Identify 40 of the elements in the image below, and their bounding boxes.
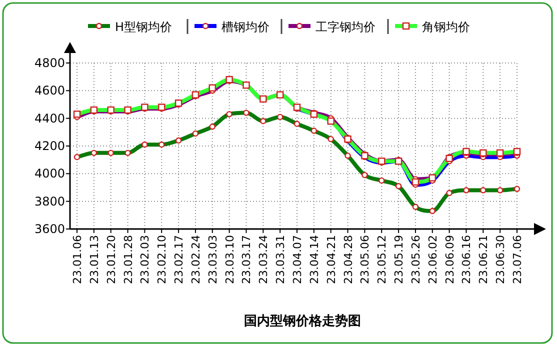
x-tick-label: 23.05.06 [358, 235, 372, 284]
text: 国内型钢价格走势图 [244, 313, 361, 329]
y-tick-label: 4800 [34, 56, 65, 70]
y-tick-label: 4200 [34, 139, 65, 153]
y-tick-label: 3800 [34, 194, 65, 208]
y-tick-label: 4400 [34, 111, 65, 126]
x-tick-label: 23.02.17 [172, 235, 186, 284]
x-tick-label: 23.03.31 [274, 235, 288, 284]
x-tick-label: 23.03.17 [240, 235, 254, 284]
x-tick-label: 23.06.16 [460, 235, 474, 284]
x-tick-label: 23.04.14 [308, 235, 321, 284]
x-tick-label: 23.02.24 [189, 235, 202, 284]
x-tick-label: 23.06.09 [443, 235, 456, 284]
y-tick-label: 4600 [34, 84, 65, 98]
x-tick-label: 23.05.19 [392, 235, 406, 284]
x-tick-label: 23.03.10 [223, 235, 236, 284]
x-tick-label: 23.04.21 [324, 235, 338, 284]
x-tick-label: 23.01.06 [71, 235, 84, 284]
x-tick-label: 23.02.03 [138, 235, 152, 284]
x-tick-label: 23.07.06 [511, 235, 524, 284]
y-tick-label: 3600 [34, 222, 65, 236]
x-tick-label: 23.01.20 [104, 235, 118, 284]
legend-label: H型钢均价 [115, 20, 172, 34]
x-tick-label: 23.06.30 [494, 235, 508, 284]
x-tick-label: 23.04.07 [291, 235, 304, 284]
legend-label: 角钢均价 [422, 20, 470, 34]
legend-label: 槽钢均价 [222, 20, 270, 34]
x-tick-label: 23.06.21 [477, 235, 490, 284]
x-tick-label: 23.03.03 [206, 235, 220, 284]
x-tick-label: 23.01.28 [122, 235, 135, 284]
y-tick-label: 4000 [34, 166, 65, 181]
x-tick-label: 23.01.13 [88, 235, 101, 284]
x-tick-label: 23.05.12 [376, 235, 389, 284]
x-tick-label: 23.04.28 [342, 235, 355, 284]
x-tick-label: 23.06.02 [426, 235, 440, 284]
x-tick-label: 23.03.24 [257, 235, 270, 284]
legend-label: 工字钢均价 [316, 20, 376, 34]
x-tick-label: 23.02.10 [156, 235, 169, 284]
x-tick-label: 23.05.26 [409, 235, 422, 284]
plot: 3600 3800 4000 4200 4400 4600 4800 23.01.06 23.01.13 23.01.20 23.01.28 23.02.03 23.02.10 23.02.17 23.02.24 23.03.03 23.03.10 23.03.17 23.03.24 23.03.31 23.04.07 23.04.14 23.04.21 23.04.28 23.05.06 23.05.12 23.05.19 23.05.26 23.06.02 23.06.09 23.06.16 23.06.21 23.06.30 23.07.06 [34, 42, 546, 284]
